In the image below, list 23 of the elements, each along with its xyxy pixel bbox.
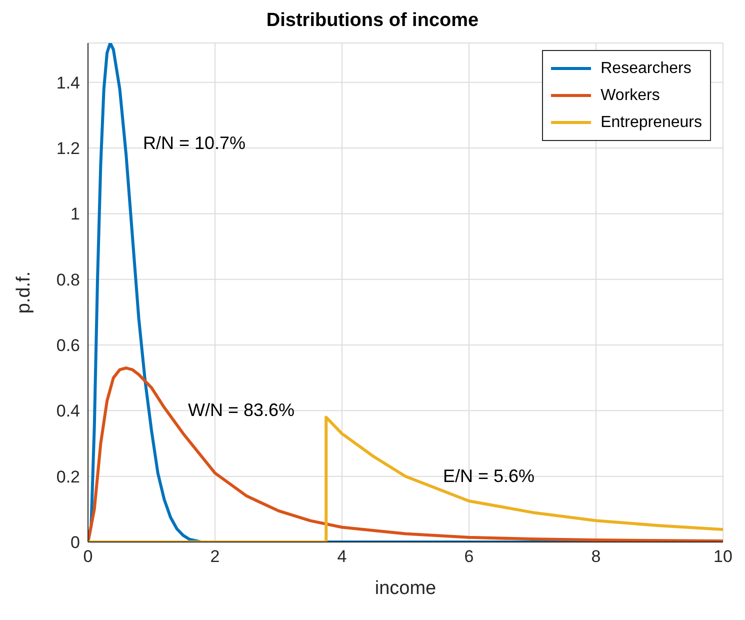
y-axis-title: p.d.f. (14, 271, 35, 314)
y-tick-label: 0.4 (56, 402, 80, 421)
y-tick-label: 1.4 (56, 73, 80, 92)
x-tick-label: 4 (337, 547, 347, 566)
y-tick-label: 0.2 (56, 467, 80, 486)
annotation: E/N = 5.6% (443, 466, 535, 487)
legend-label: Workers (600, 86, 660, 104)
y-tick-label: 1 (70, 204, 80, 224)
y-tick-label: 0.8 (56, 270, 80, 290)
x-axis-title: income (374, 578, 436, 599)
annotation: R/N = 10.7% (143, 133, 246, 154)
y-tick-label: 0 (70, 533, 80, 552)
legend-label: Researchers (600, 60, 692, 78)
legend-label: Entrepreneurs (600, 114, 702, 132)
x-tick-label: 2 (210, 547, 220, 566)
x-tick-label: 8 (591, 547, 601, 566)
x-tick-label: 0 (83, 547, 93, 566)
annotation: W/N = 83.6% (188, 400, 295, 421)
chart-title: Distributions of income (265, 9, 480, 33)
y-tick-label: 0.6 (56, 336, 80, 356)
x-tick-label: 10 (714, 547, 732, 566)
y-tick-label: 1.2 (56, 139, 80, 158)
x-tick-label: 6 (464, 547, 474, 566)
